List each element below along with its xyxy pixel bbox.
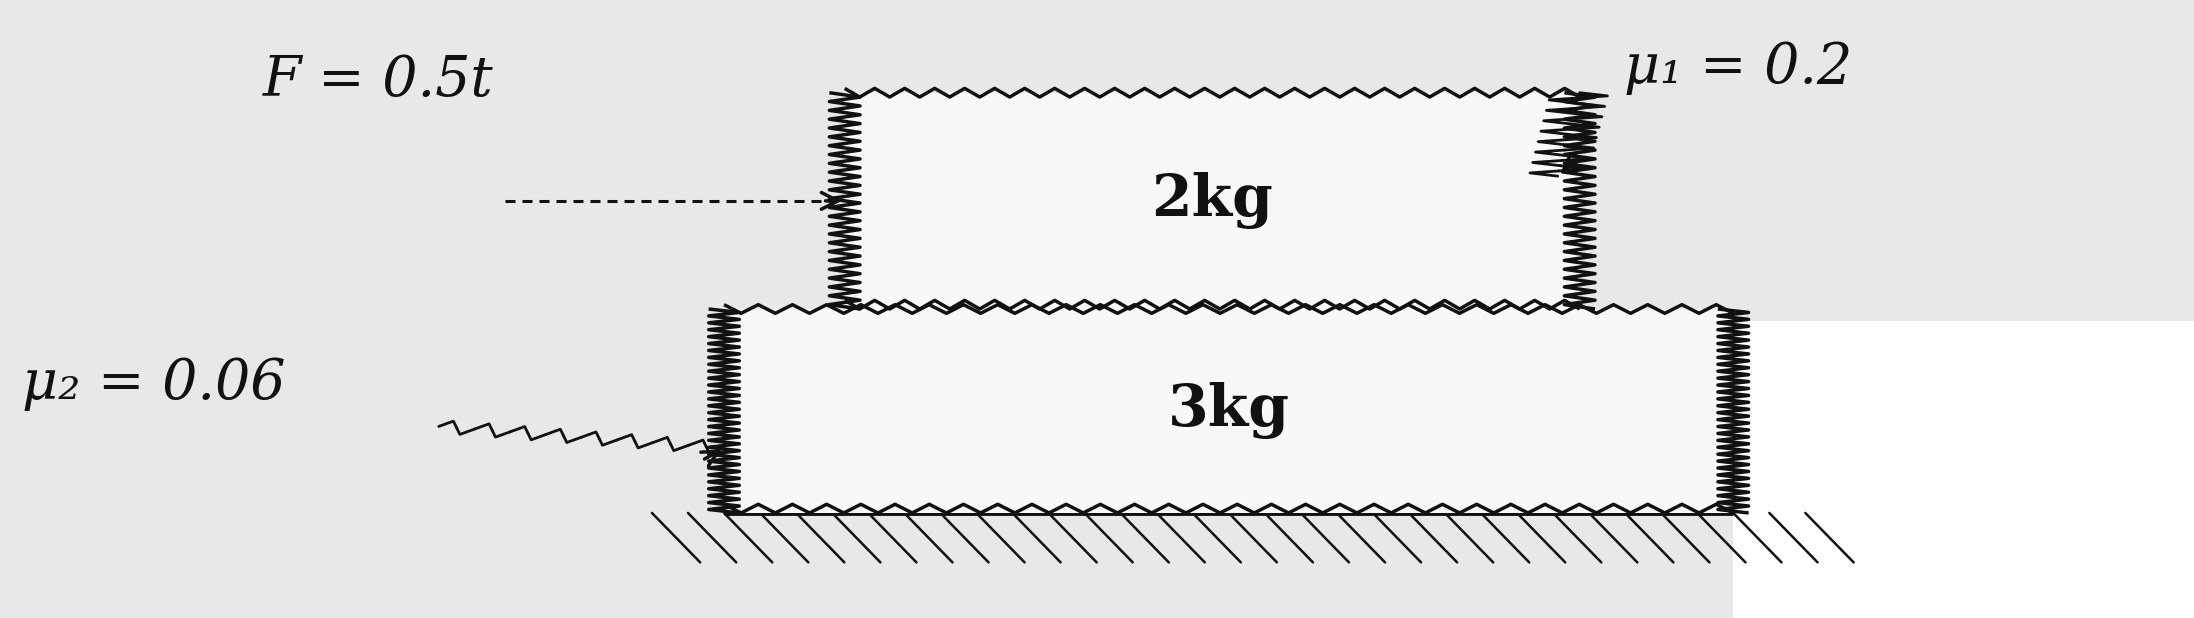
Bar bbox=[527, 0, 1733, 618]
Bar bbox=[845, 93, 1580, 309]
Text: μ₂ = 0.06: μ₂ = 0.06 bbox=[22, 356, 285, 410]
Text: F = 0.5t: F = 0.5t bbox=[263, 53, 494, 108]
Bar bbox=[724, 309, 1733, 513]
Text: 3kg: 3kg bbox=[1167, 383, 1290, 439]
Text: 2kg: 2kg bbox=[1152, 172, 1273, 229]
Text: μ₁ = 0.2: μ₁ = 0.2 bbox=[1624, 41, 1852, 95]
Bar bbox=[0, 0, 527, 618]
Bar bbox=[1733, 0, 2194, 321]
